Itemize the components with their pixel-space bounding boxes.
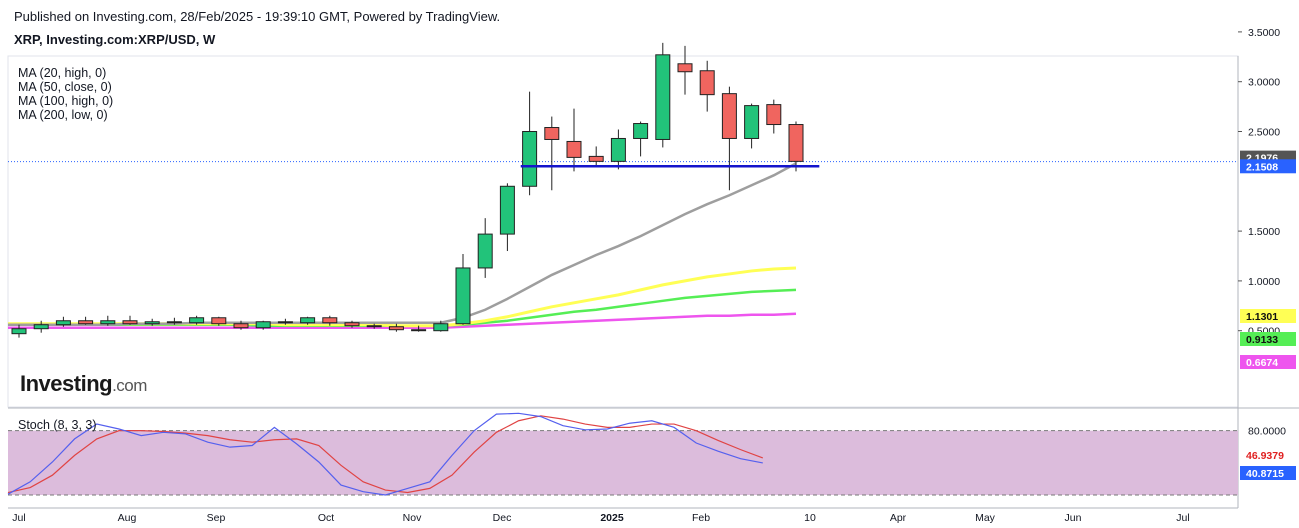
candle-up bbox=[633, 123, 649, 139]
published-caption: Published on Investing.com, 28/Feb/2025 … bbox=[14, 9, 501, 24]
candle-down bbox=[766, 104, 782, 126]
candles-group bbox=[11, 42, 804, 338]
logo-main-text: Investing bbox=[20, 371, 113, 396]
candle-up bbox=[477, 233, 493, 269]
candle-down bbox=[677, 63, 693, 73]
candle-down bbox=[566, 140, 582, 158]
candle-up bbox=[610, 137, 626, 162]
stoch-k-tag-bg bbox=[1240, 466, 1296, 480]
stoch-tick-label: 80.0000 bbox=[1248, 426, 1286, 438]
symbol-title: XRP, Investing.com:XRP/USD, W bbox=[14, 32, 216, 47]
stoch-k-tag-text: 40.8715 bbox=[1246, 468, 1284, 480]
candle-up bbox=[255, 321, 271, 329]
stoch-d-tag: 46.9379 bbox=[1240, 448, 1296, 462]
price-tick-label: 1.5000 bbox=[1248, 226, 1280, 238]
candle-down bbox=[699, 70, 715, 96]
ma50-tag-text: 1.1301 bbox=[1246, 311, 1278, 323]
candle-up bbox=[189, 317, 205, 324]
ma-label-50[interactable]: MA (50, close, 0) bbox=[18, 80, 112, 94]
ma50-tag-bg bbox=[1240, 309, 1296, 323]
candle-down bbox=[122, 320, 138, 325]
ma100-tag: 0.9133 bbox=[1240, 332, 1296, 346]
time-tick-label: Nov bbox=[403, 512, 422, 524]
candle-down bbox=[166, 321, 182, 324]
ma-label-100[interactable]: MA (100, high, 0) bbox=[18, 94, 114, 108]
candle-down bbox=[344, 322, 360, 327]
price-tick-label: 3.0000 bbox=[1248, 77, 1280, 89]
support-tag-bg bbox=[1240, 159, 1296, 174]
price-tick-label: 3.5000 bbox=[1248, 27, 1280, 39]
ma-label-20[interactable]: MA (20, high, 0) bbox=[18, 66, 107, 80]
time-tick-label: Sep bbox=[207, 512, 226, 524]
candle-up bbox=[11, 328, 27, 335]
candle-down bbox=[411, 329, 427, 332]
stoch-k-tag: 40.8715 bbox=[1240, 466, 1296, 480]
ma50-tag: 1.1301 bbox=[1240, 309, 1296, 323]
candle-down bbox=[388, 326, 404, 331]
time-tick-label: Jul bbox=[12, 512, 25, 524]
candle-down bbox=[211, 317, 227, 325]
time-tick-label: Apr bbox=[890, 512, 907, 524]
ma100-tag-bg bbox=[1240, 332, 1296, 346]
candle-down bbox=[322, 317, 338, 324]
ma100-tag-text: 0.9133 bbox=[1246, 334, 1278, 346]
candle-down bbox=[366, 325, 382, 328]
candle-up bbox=[655, 54, 671, 140]
candle-up bbox=[522, 131, 538, 187]
time-tick-label: Oct bbox=[318, 512, 334, 524]
time-tick-label: Jun bbox=[1065, 512, 1082, 524]
ma200-tag: 0.6674 bbox=[1240, 355, 1296, 369]
support-tag: 2.1508 bbox=[1240, 159, 1296, 174]
ma-label-200[interactable]: MA (200, low, 0) bbox=[18, 108, 108, 122]
candle-up bbox=[100, 320, 116, 325]
price-tick-label: 1.0000 bbox=[1248, 276, 1280, 288]
stoch-k-line bbox=[7, 412, 763, 496]
candle-down bbox=[588, 155, 604, 162]
candle-up bbox=[55, 320, 71, 326]
stoch-legend[interactable]: Stoch (8, 3, 3) bbox=[18, 418, 97, 432]
stoch-d-line bbox=[7, 415, 764, 494]
candle-up bbox=[300, 317, 316, 324]
investing-logo: Investing.com bbox=[20, 371, 147, 397]
candle-up bbox=[144, 321, 160, 325]
candle-up bbox=[455, 267, 471, 325]
candle-down bbox=[721, 93, 737, 139]
price-tick-label: 2.5000 bbox=[1248, 127, 1280, 139]
time-tick-label: May bbox=[975, 512, 996, 524]
ma20-line bbox=[8, 162, 797, 326]
time-tick-label: Dec bbox=[493, 512, 512, 524]
stoch-d-tag-bg bbox=[1240, 448, 1296, 462]
candle-down bbox=[277, 321, 293, 324]
logo-suffix-text: .com bbox=[112, 376, 147, 395]
support-tag-text: 2.1508 bbox=[1246, 161, 1278, 173]
candle-up bbox=[33, 324, 49, 330]
stoch-d-tag-text: 46.9379 bbox=[1246, 450, 1284, 462]
candle-up bbox=[433, 323, 449, 332]
candle-up bbox=[499, 185, 515, 235]
candle-down bbox=[233, 323, 249, 329]
candle-up bbox=[744, 105, 760, 139]
ma200-tag-bg bbox=[1240, 355, 1296, 369]
time-tick-label: Feb bbox=[692, 512, 710, 524]
time-tick-label: Jul bbox=[1176, 512, 1189, 524]
time-tick-label: 2025 bbox=[600, 512, 624, 524]
time-tick-label: Aug bbox=[118, 512, 137, 524]
candle-down bbox=[544, 127, 560, 140]
candle-down bbox=[788, 124, 804, 162]
price-pane-frame bbox=[7, 55, 1239, 408]
time-tick-label: 10 bbox=[804, 512, 816, 524]
candle-down bbox=[78, 320, 94, 325]
stoch-band bbox=[8, 430, 1238, 495]
ma200-tag-text: 0.6674 bbox=[1246, 357, 1278, 369]
